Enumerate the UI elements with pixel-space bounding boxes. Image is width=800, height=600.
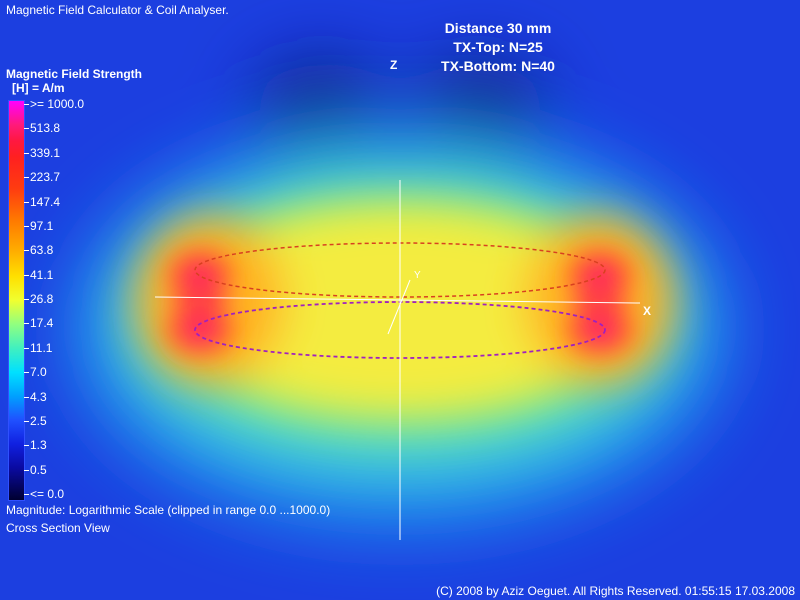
tx-top-label: TX-Top: N=25 [453, 39, 543, 55]
axis-lines [154, 180, 641, 540]
color-scale-tick-label: 97.1 [30, 219, 54, 233]
color-scale-tick-label: >= 1000.0 [30, 97, 85, 111]
color-scale-tick [24, 445, 29, 446]
color-scale-tick-label: 1.3 [30, 438, 47, 452]
color-scale-tick [24, 348, 29, 349]
color-scale-tick [24, 202, 29, 203]
color-scale-tick [24, 177, 29, 178]
distance-label: Distance 30 mm [444, 20, 552, 36]
axis-z-label: Z [390, 58, 398, 72]
color-scale-tick-label: 0.5 [30, 463, 47, 477]
color-scale-tick-label: 17.4 [30, 316, 54, 330]
color-scale-tick-label: 41.1 [30, 268, 54, 282]
magnitude-note: Magnitude: Logarithmic Scale (clipped in… [6, 503, 331, 517]
info-block: Distance 30 mm TX-Top: N=25 TX-Bottom: N… [418, 19, 578, 76]
legend-title: Magnetic Field Strength [6, 67, 143, 81]
color-scale-tick [24, 494, 29, 495]
color-scale-tick [24, 299, 29, 300]
color-scale-tick [24, 323, 29, 324]
tx-bottom-label: TX-Bottom: N=40 [441, 58, 555, 74]
color-scale-tick [24, 153, 29, 154]
color-scale-tick-label: 26.8 [30, 292, 54, 306]
color-scale-tick [24, 128, 29, 129]
color-scale-tick-label: 223.7 [30, 170, 61, 184]
color-scale-tick-label: 513.8 [30, 121, 61, 135]
color-scale-tick-label: 2.5 [30, 414, 47, 428]
legend-unit: [H] = A/m [12, 81, 65, 95]
color-scale-tick-label: 7.0 [30, 365, 47, 379]
color-scale-tick [24, 104, 29, 105]
color-scale-tick [24, 275, 29, 276]
color-scale-tick-label: 63.8 [30, 243, 54, 257]
view-mode-label: Cross Section View [6, 521, 110, 535]
color-scale-tick-label: 147.4 [30, 195, 61, 209]
color-scale-tick [24, 421, 29, 422]
color-scale-tick [24, 372, 29, 373]
color-scale-tick [24, 250, 29, 251]
app-title: Magnetic Field Calculator & Coil Analyse… [6, 3, 229, 17]
color-scale-bar [8, 100, 25, 501]
color-scale-tick-label: 4.3 [30, 390, 47, 404]
color-scale-tick-label: 11.1 [30, 341, 53, 355]
color-scale-tick [24, 470, 29, 471]
color-scale-tick-label: 339.1 [30, 146, 61, 160]
axis-y-label: Y [414, 270, 421, 281]
color-scale-tick-label: <= 0.0 [30, 487, 65, 501]
color-scale-tick [24, 226, 29, 227]
copyright-notice: (C) 2008 by Aziz Oeguet. All Rights Rese… [436, 584, 795, 598]
axis-x-label: X [643, 304, 652, 318]
color-scale-tick [24, 397, 29, 398]
